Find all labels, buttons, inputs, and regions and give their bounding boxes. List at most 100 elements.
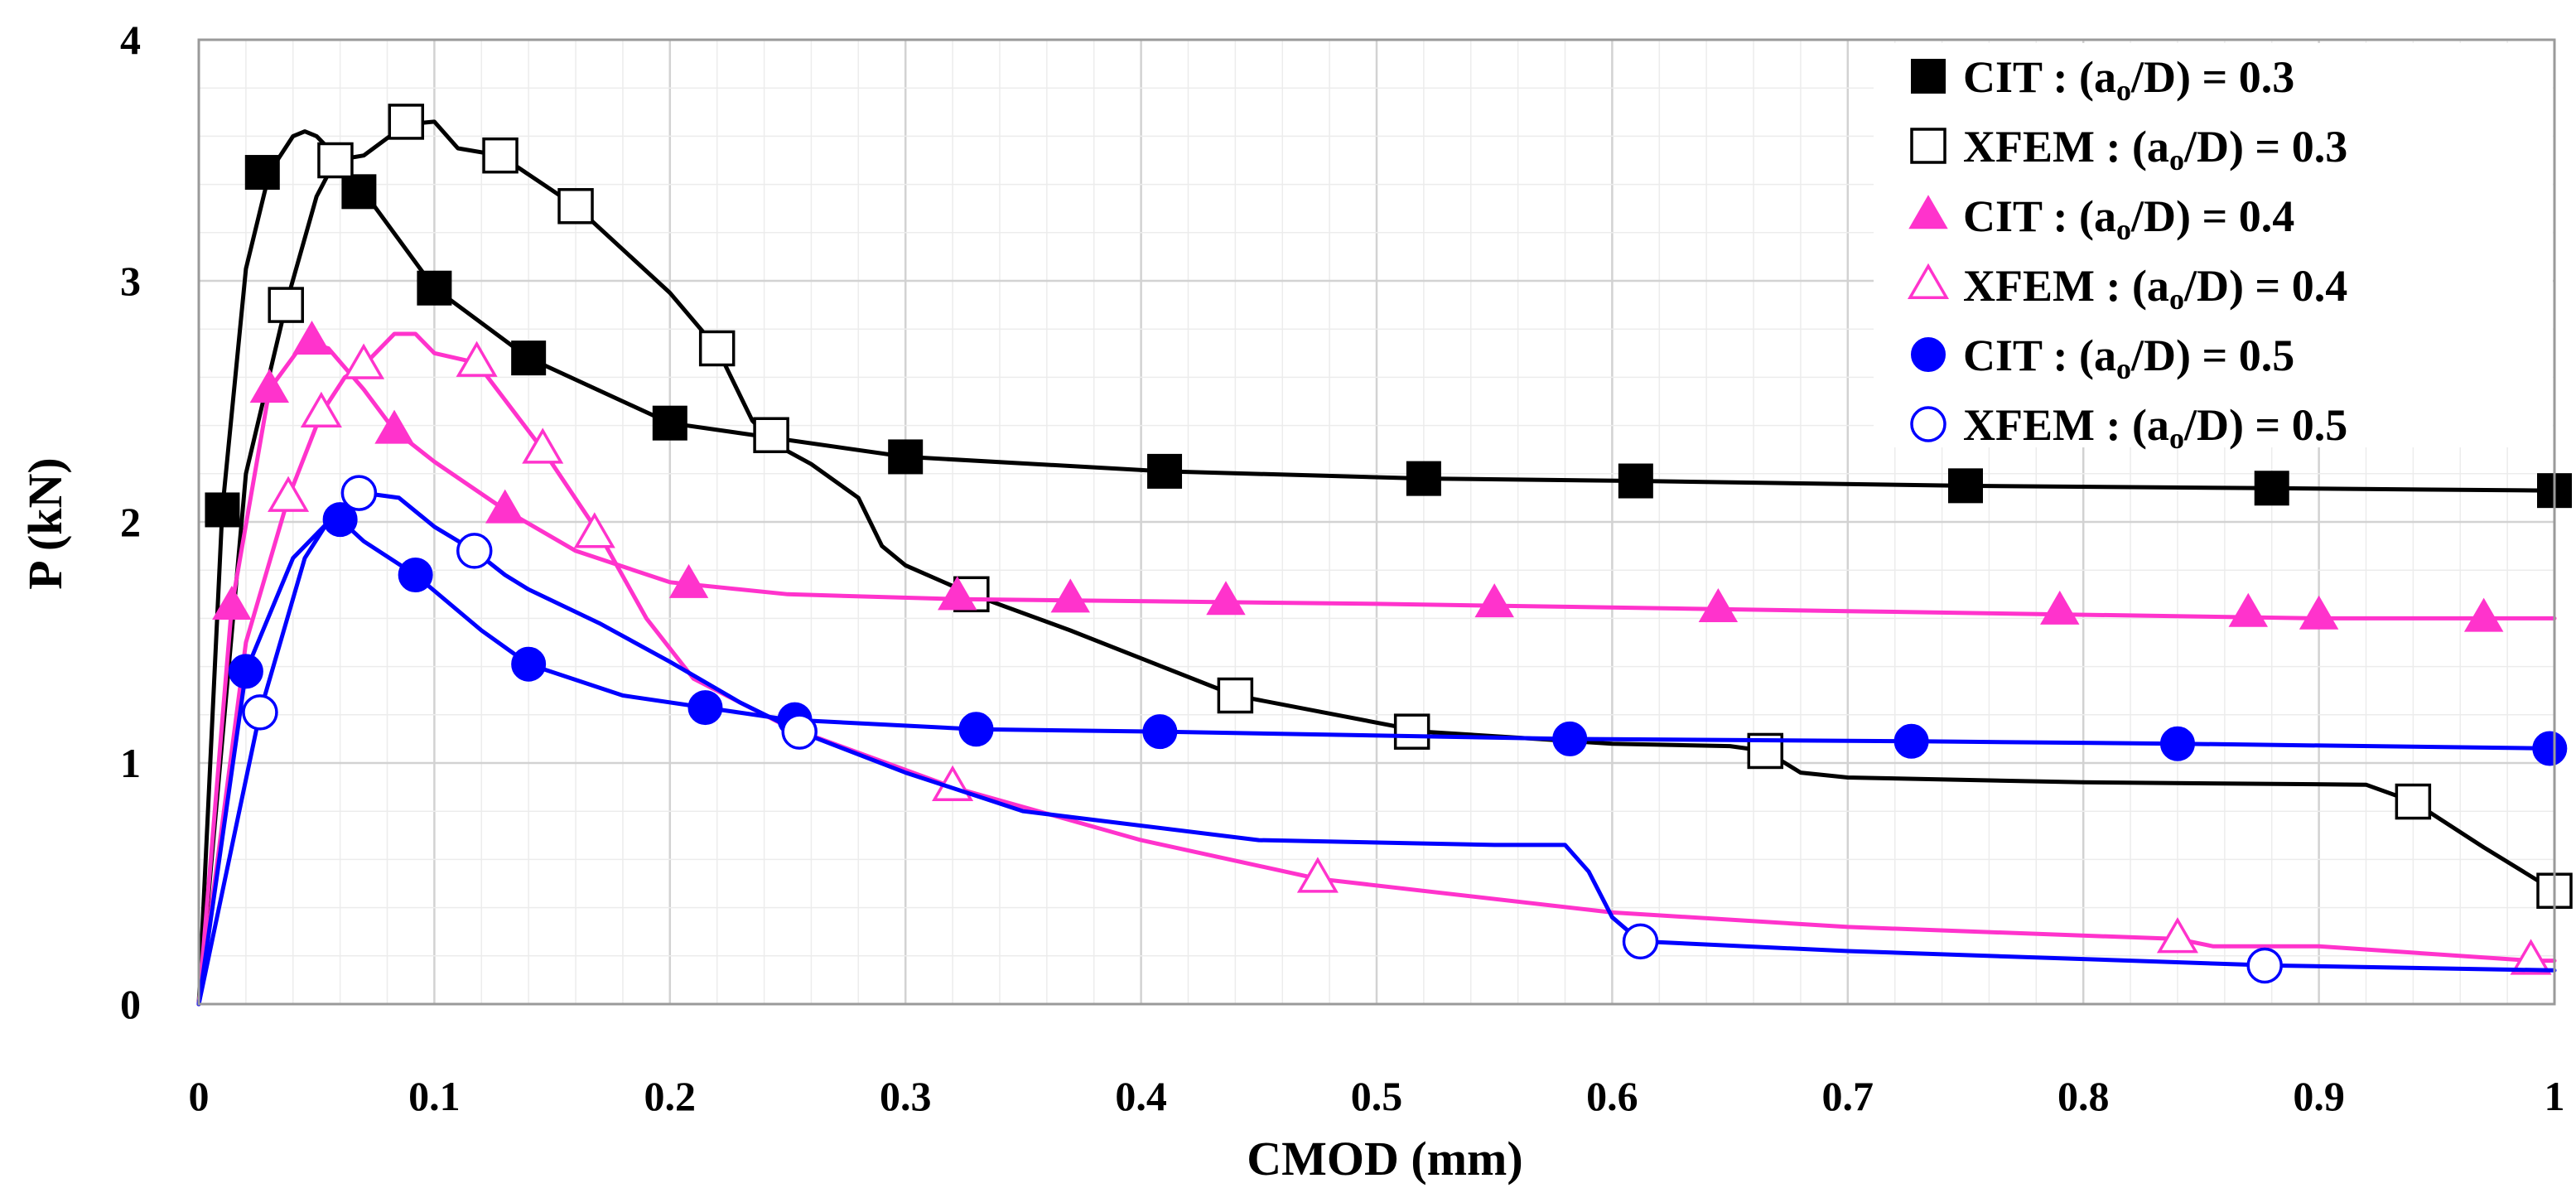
triangle-marker [1050,578,1091,613]
triangle-marker [2156,917,2198,954]
legend-label: XFEM : (ao/D) = 0.5 [1963,400,2347,455]
square-marker [1147,453,1183,489]
legend-label: XFEM : (ao/D) = 0.3 [1963,122,2347,176]
y-tick-label: 0 [120,981,141,1027]
circle-marker [1142,714,1178,750]
square-marker [388,104,425,140]
triangle-marker [522,427,564,464]
triangle-marker [573,512,615,548]
plot-frame [197,38,2556,1006]
legend-triangle-marker [1907,263,1950,299]
triangle-marker [2040,590,2080,625]
square-marker [205,492,240,528]
x-tick-label: 0.9 [2293,1073,2345,1119]
x-tick-label: 0.4 [1115,1073,1167,1119]
legend-item: CIT : (ao/D) = 0.5 [1911,331,2294,385]
legend-item: CIT : (ao/D) = 0.3 [1911,52,2294,107]
triangle-marker [938,576,977,611]
legend-item: CIT : (ao/D) = 0.4 [1908,191,2294,246]
x-tick-label: 0.5 [1351,1073,1403,1119]
legend-item: XFEM : (ao/D) = 0.4 [1907,261,2347,316]
y-tick-label: 4 [120,17,141,63]
square-marker [317,142,354,179]
triangle-marker [668,563,709,598]
legend-circle-marker [1910,406,1946,442]
legend-triangle-marker [1908,195,1948,229]
triangle-marker [268,476,310,512]
square-marker [482,137,519,174]
y-tick-label: 1 [120,740,141,786]
x-axis-label: CMOD (mm) [1247,1132,1522,1186]
legend-label: CIT : (ao/D) = 0.5 [1963,331,2294,385]
triangle-marker [2228,592,2269,627]
square-marker [1393,713,1430,750]
circle-marker [1893,723,1929,759]
legend-item: XFEM : (ao/D) = 0.3 [1910,122,2347,176]
legend-item: XFEM : (ao/D) = 0.5 [1910,400,2347,455]
square-marker [753,417,789,453]
x-tick-label: 0.3 [880,1073,932,1119]
triangle-marker [2299,595,2339,630]
triangle-marker [1206,581,1246,616]
triangle-marker [1474,583,1514,618]
circle-marker [242,694,278,731]
series-3 [196,320,2557,1007]
x-tick-label: 0.1 [408,1073,461,1119]
square-marker [698,330,736,367]
circle-marker [228,654,263,689]
x-tick-label: 0.6 [1586,1073,1638,1119]
square-marker [1948,468,1983,504]
legend-label: CIT : (ao/D) = 0.4 [1963,191,2294,246]
circle-marker [398,558,433,593]
series-6 [196,475,2557,1007]
square-marker [888,439,924,475]
circle-marker [958,712,994,747]
legend-label: CIT : (ao/D) = 0.3 [1963,52,2294,107]
square-marker [2254,471,2289,506]
legend-background [1874,43,2553,447]
triangle-marker [292,320,332,355]
square-marker [511,340,547,376]
square-marker [268,287,304,323]
y-tick-label: 3 [120,258,141,304]
square-marker [341,174,377,210]
x-tick-label: 0 [189,1073,210,1119]
square-marker [652,405,687,441]
square-marker [557,188,594,225]
triangle-marker [212,586,252,621]
circle-marker [1622,923,1659,960]
triangle-marker [343,343,385,379]
x-tick-label: 0.7 [1822,1073,1874,1119]
square-marker [1406,461,1441,496]
x-tick-label: 0.2 [644,1073,697,1119]
x-tick-label: 0.8 [2057,1073,2110,1119]
circle-marker [340,475,378,511]
tick-labels: 0 0.1 0.2 0.3 0.4 0.5 0.6 0.7 0.8 0.9 1 0 1 2 3 4 [120,17,2565,1119]
y-axis-label: P (kN) [18,457,72,590]
series-4 [196,331,2557,1007]
square-marker [2395,783,2432,820]
triangle-marker [2463,597,2504,632]
legend-square-marker [1910,128,1946,164]
circle-marker [781,713,818,750]
x-tick-label: 1 [2545,1073,2565,1119]
triangle-marker [1296,857,1339,893]
triangle-marker [485,489,525,524]
square-marker [244,155,280,191]
square-marker [417,270,452,306]
triangle-marker [300,391,342,427]
circle-marker [1552,721,1588,756]
circle-marker [456,533,493,569]
series-line [196,119,2557,1007]
circle-marker [2246,947,2283,984]
circle-marker [687,690,723,726]
triangle-marker [2510,939,2552,975]
square-marker [1618,463,1653,499]
legend-label: XFEM : (ao/D) = 0.4 [1963,261,2347,316]
triangle-marker [1698,587,1739,622]
y-tick-label: 2 [120,499,141,545]
triangle-marker [456,340,498,377]
circle-marker [2159,726,2195,761]
legend: CIT : (ao/D) = 0.3 XFEM : (ao/D) = 0.3 CIT… [1874,43,2553,455]
legend-square-marker [1911,59,1946,94]
